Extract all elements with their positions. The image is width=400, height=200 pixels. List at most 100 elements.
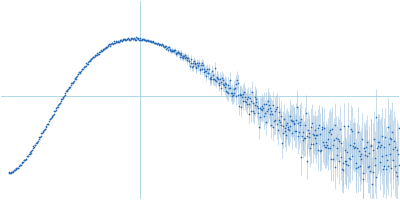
- Point: [387, 152, 393, 155]
- Point: [36, 135, 42, 138]
- Point: [203, 69, 210, 72]
- Point: [200, 70, 207, 73]
- Point: [166, 46, 172, 49]
- Point: [30, 146, 36, 149]
- Point: [155, 42, 161, 45]
- Point: [96, 52, 102, 55]
- Point: [219, 76, 225, 80]
- Point: [163, 47, 169, 51]
- Point: [384, 158, 390, 161]
- Point: [236, 104, 242, 107]
- Point: [370, 149, 376, 152]
- Point: [259, 108, 266, 111]
- Point: [176, 51, 182, 54]
- Point: [209, 70, 215, 73]
- Point: [71, 78, 78, 81]
- Point: [366, 151, 372, 154]
- Point: [236, 93, 243, 96]
- Point: [202, 74, 209, 77]
- Point: [151, 41, 157, 44]
- Point: [356, 149, 362, 152]
- Point: [139, 37, 146, 41]
- Point: [266, 112, 273, 115]
- Point: [118, 38, 125, 41]
- Point: [238, 106, 244, 109]
- Point: [342, 159, 348, 162]
- Point: [106, 43, 112, 46]
- Point: [344, 151, 350, 154]
- Point: [106, 42, 113, 45]
- Point: [153, 41, 159, 44]
- Point: [302, 123, 308, 127]
- Point: [356, 164, 363, 167]
- Point: [32, 143, 39, 146]
- Point: [364, 140, 370, 143]
- Point: [74, 73, 81, 76]
- Point: [182, 54, 188, 57]
- Point: [256, 126, 262, 129]
- Point: [84, 62, 90, 66]
- Point: [62, 93, 68, 96]
- Point: [366, 165, 372, 168]
- Point: [16, 164, 22, 167]
- Point: [27, 150, 33, 154]
- Point: [37, 135, 43, 138]
- Point: [52, 110, 58, 113]
- Point: [160, 45, 166, 48]
- Point: [208, 77, 215, 81]
- Point: [158, 43, 164, 46]
- Point: [282, 130, 288, 133]
- Point: [137, 39, 144, 42]
- Point: [352, 162, 359, 165]
- Point: [182, 56, 188, 59]
- Point: [249, 90, 255, 93]
- Point: [102, 46, 108, 49]
- Point: [77, 70, 84, 73]
- Point: [360, 171, 366, 174]
- Point: [20, 161, 26, 164]
- Point: [372, 156, 378, 160]
- Point: [279, 125, 286, 128]
- Point: [224, 90, 230, 94]
- Point: [194, 63, 201, 66]
- Point: [260, 107, 266, 110]
- Point: [85, 60, 92, 63]
- Point: [229, 91, 236, 94]
- Point: [326, 131, 332, 134]
- Point: [75, 72, 82, 76]
- Point: [198, 64, 204, 67]
- Point: [173, 52, 180, 56]
- Point: [128, 37, 134, 40]
- Point: [369, 170, 376, 173]
- Point: [313, 133, 319, 137]
- Point: [291, 122, 298, 125]
- Point: [101, 47, 108, 50]
- Point: [352, 145, 358, 148]
- Point: [206, 67, 212, 71]
- Point: [217, 77, 223, 80]
- Point: [29, 149, 35, 152]
- Point: [147, 40, 153, 43]
- Point: [46, 120, 52, 123]
- Point: [132, 39, 138, 42]
- Point: [257, 107, 264, 110]
- Point: [69, 81, 75, 84]
- Point: [316, 149, 323, 153]
- Point: [292, 130, 299, 133]
- Point: [349, 154, 356, 157]
- Point: [288, 119, 295, 123]
- Point: [48, 116, 55, 119]
- Point: [298, 118, 304, 121]
- Point: [268, 110, 275, 113]
- Point: [242, 95, 248, 99]
- Point: [146, 40, 153, 43]
- Point: [322, 146, 328, 149]
- Point: [168, 50, 174, 53]
- Point: [284, 128, 291, 131]
- Point: [62, 91, 69, 94]
- Point: [186, 59, 192, 63]
- Point: [191, 60, 197, 63]
- Point: [330, 143, 336, 146]
- Point: [103, 47, 109, 50]
- Point: [213, 79, 219, 83]
